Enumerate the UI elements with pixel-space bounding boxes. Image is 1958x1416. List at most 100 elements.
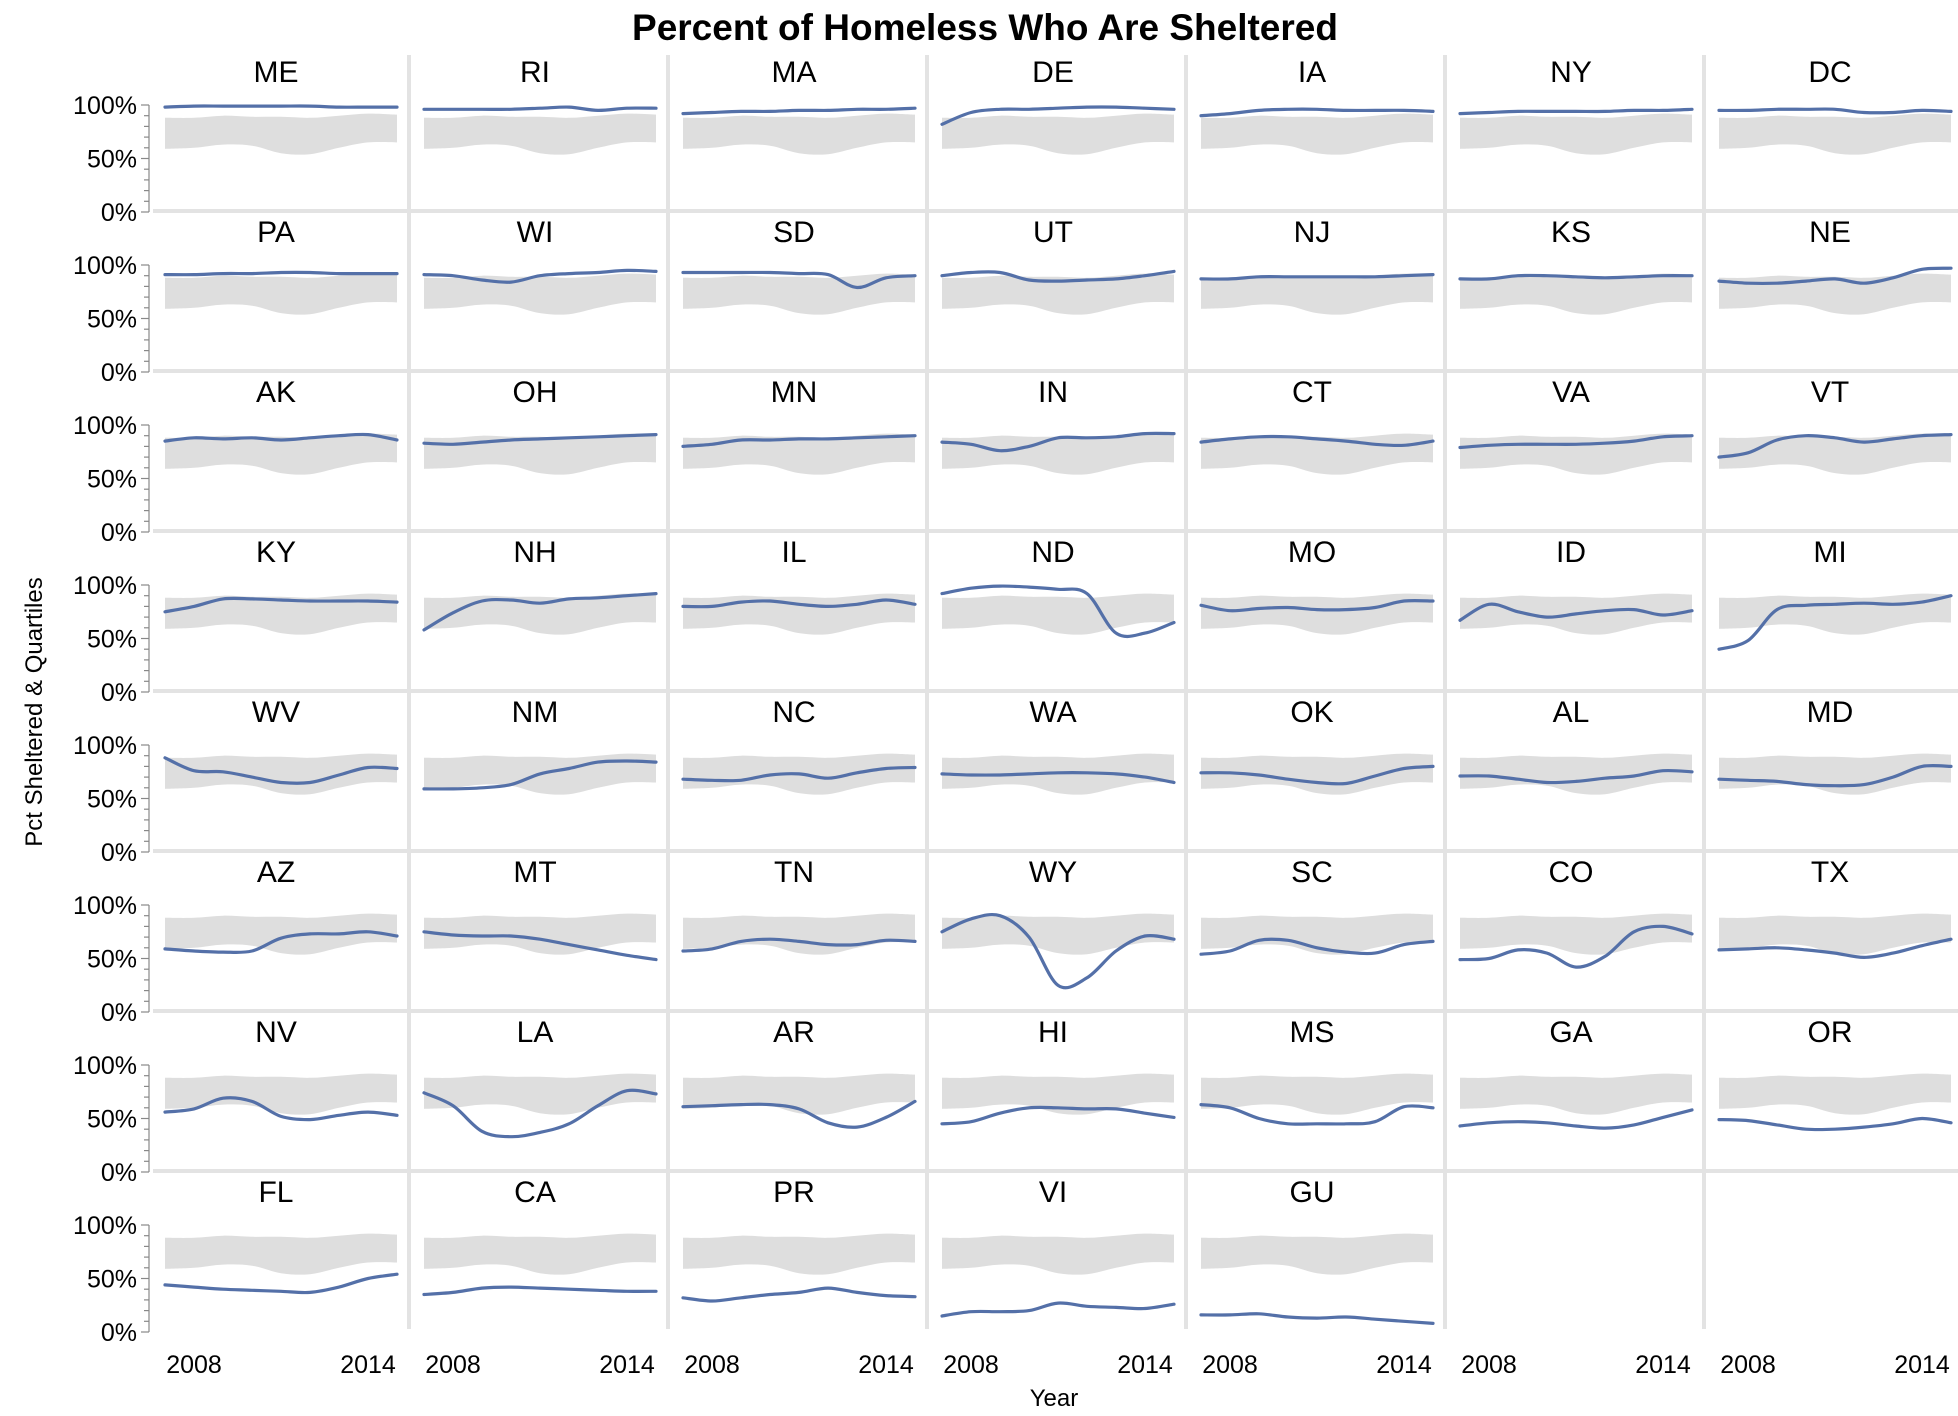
facet-label: CA	[514, 1176, 556, 1209]
quartile-band	[165, 593, 397, 635]
facet-panel-mi: MI	[1717, 536, 1953, 651]
facet-panel-sc: SC	[1199, 856, 1435, 956]
quartile-band	[165, 433, 397, 475]
quartile-band	[683, 113, 915, 155]
quartile-band	[942, 113, 1174, 155]
facet-label: VT	[1811, 376, 1849, 409]
series-line-wa	[940, 771, 1176, 785]
series-line-hi	[940, 1105, 1176, 1126]
facet-label: NY	[1550, 56, 1592, 89]
series-line-al	[1458, 768, 1694, 785]
x-tick-label: 2008	[943, 1351, 999, 1379]
series-line-tn	[681, 937, 917, 953]
quartile-band	[424, 913, 656, 955]
facet-label: IL	[781, 536, 806, 569]
facet-label: NE	[1809, 216, 1851, 249]
y-tick-label: 0%	[101, 199, 137, 227]
series-line-va	[1458, 434, 1694, 450]
facet-label: KS	[1551, 216, 1591, 249]
facet-label: TN	[774, 856, 814, 889]
facet-panel-wy: WY	[940, 856, 1176, 990]
y-tick-label: 0%	[101, 839, 137, 867]
quartile-band	[1201, 593, 1433, 635]
facet-label: AL	[1553, 696, 1590, 729]
quartile-band	[1460, 273, 1692, 315]
quartile-band	[1460, 753, 1692, 795]
y-tick-label: 100%	[73, 252, 137, 280]
x-tick-label: 2008	[1202, 1351, 1258, 1379]
series-line-mi	[1717, 594, 1953, 651]
facet-panel-ar: AR	[681, 1016, 917, 1129]
facet-label: MT	[513, 856, 556, 889]
facet-label: IN	[1038, 376, 1068, 409]
y-tick-label: 100%	[73, 92, 137, 120]
facet-panel-az: AZ	[163, 856, 399, 955]
series-line-de	[940, 105, 1176, 126]
facet-label: TX	[1811, 856, 1849, 889]
series-line-vt	[1717, 433, 1953, 459]
quartile-band	[424, 593, 656, 635]
facet-panel-nh: NH	[422, 536, 658, 635]
series-line-ok	[1199, 764, 1435, 786]
facet-panel-ms: MS	[1199, 1016, 1435, 1126]
y-tick-label: 50%	[87, 466, 137, 494]
facet-label: OK	[1290, 696, 1333, 729]
facet-label: VI	[1039, 1176, 1067, 1209]
series-line-nc	[681, 765, 917, 783]
series-line-ky	[163, 596, 399, 614]
series-line-sc	[1199, 937, 1435, 956]
series-line-nj	[1199, 273, 1435, 281]
y-axis-title: Pct Sheltered & Quartiles	[21, 577, 48, 846]
series-line-wi	[422, 268, 658, 284]
facet-panel-md: MD	[1717, 696, 1953, 795]
facet-panel-ia: IA	[1199, 56, 1435, 155]
y-tick-label: 100%	[73, 1052, 137, 1080]
y-axis: 0% 50% 100%	[73, 252, 150, 387]
series-line-pr	[681, 1286, 917, 1303]
facet-panel-in: IN	[940, 376, 1176, 475]
series-line-il	[681, 598, 917, 609]
facet-label: MS	[1290, 1016, 1335, 1049]
facet-label: SC	[1291, 856, 1333, 889]
y-tick-label: 50%	[87, 1106, 137, 1134]
series-line-in	[940, 431, 1176, 453]
facet-panel-mn: MN	[681, 376, 917, 475]
facet-panel-ky: KY	[163, 536, 399, 635]
y-tick-label: 0%	[101, 519, 137, 547]
series-line-md	[1717, 764, 1953, 788]
facet-panel-or: OR	[1717, 1016, 1953, 1132]
y-tick-label: 100%	[73, 732, 137, 760]
quartile-band	[1719, 913, 1951, 955]
chart-title: Percent of Homeless Who Are Sheltered	[632, 7, 1338, 48]
quartile-band	[165, 113, 397, 155]
facet-label: DE	[1032, 56, 1074, 89]
facet-label: FL	[258, 1176, 293, 1209]
series-line-wy	[940, 912, 1176, 990]
facet-panel-al: AL	[1458, 696, 1694, 795]
series-line-me	[163, 104, 399, 109]
y-tick-label: 0%	[101, 999, 137, 1027]
facet-label: UT	[1033, 216, 1073, 249]
x-tick-label: 2008	[1461, 1351, 1517, 1379]
series-line-wv	[163, 756, 399, 785]
facet-label: RI	[520, 56, 550, 89]
facet-label: NM	[512, 696, 559, 729]
facet-panel-ri: RI	[422, 56, 658, 155]
y-axis: 0% 50% 100%	[73, 1212, 150, 1347]
facet-panel-ut: UT	[940, 216, 1176, 315]
x-tick-label: 2014	[340, 1351, 396, 1379]
series-line-tx	[1717, 937, 1953, 959]
quartile-band	[165, 1073, 397, 1115]
quartile-band	[165, 913, 397, 955]
facet-label: WY	[1029, 856, 1077, 889]
quartile-band	[1719, 113, 1951, 155]
y-axis: 0% 50% 100%	[73, 1052, 150, 1187]
quartile-band	[424, 433, 656, 475]
series-line-nh	[422, 592, 658, 632]
quartile-band	[1201, 1233, 1433, 1275]
series-line-ak	[163, 432, 399, 443]
facet-panel-ct: CT	[1199, 376, 1435, 475]
y-axis: 0% 50% 100%	[73, 412, 150, 547]
facet-panel-vt: VT	[1717, 376, 1953, 475]
